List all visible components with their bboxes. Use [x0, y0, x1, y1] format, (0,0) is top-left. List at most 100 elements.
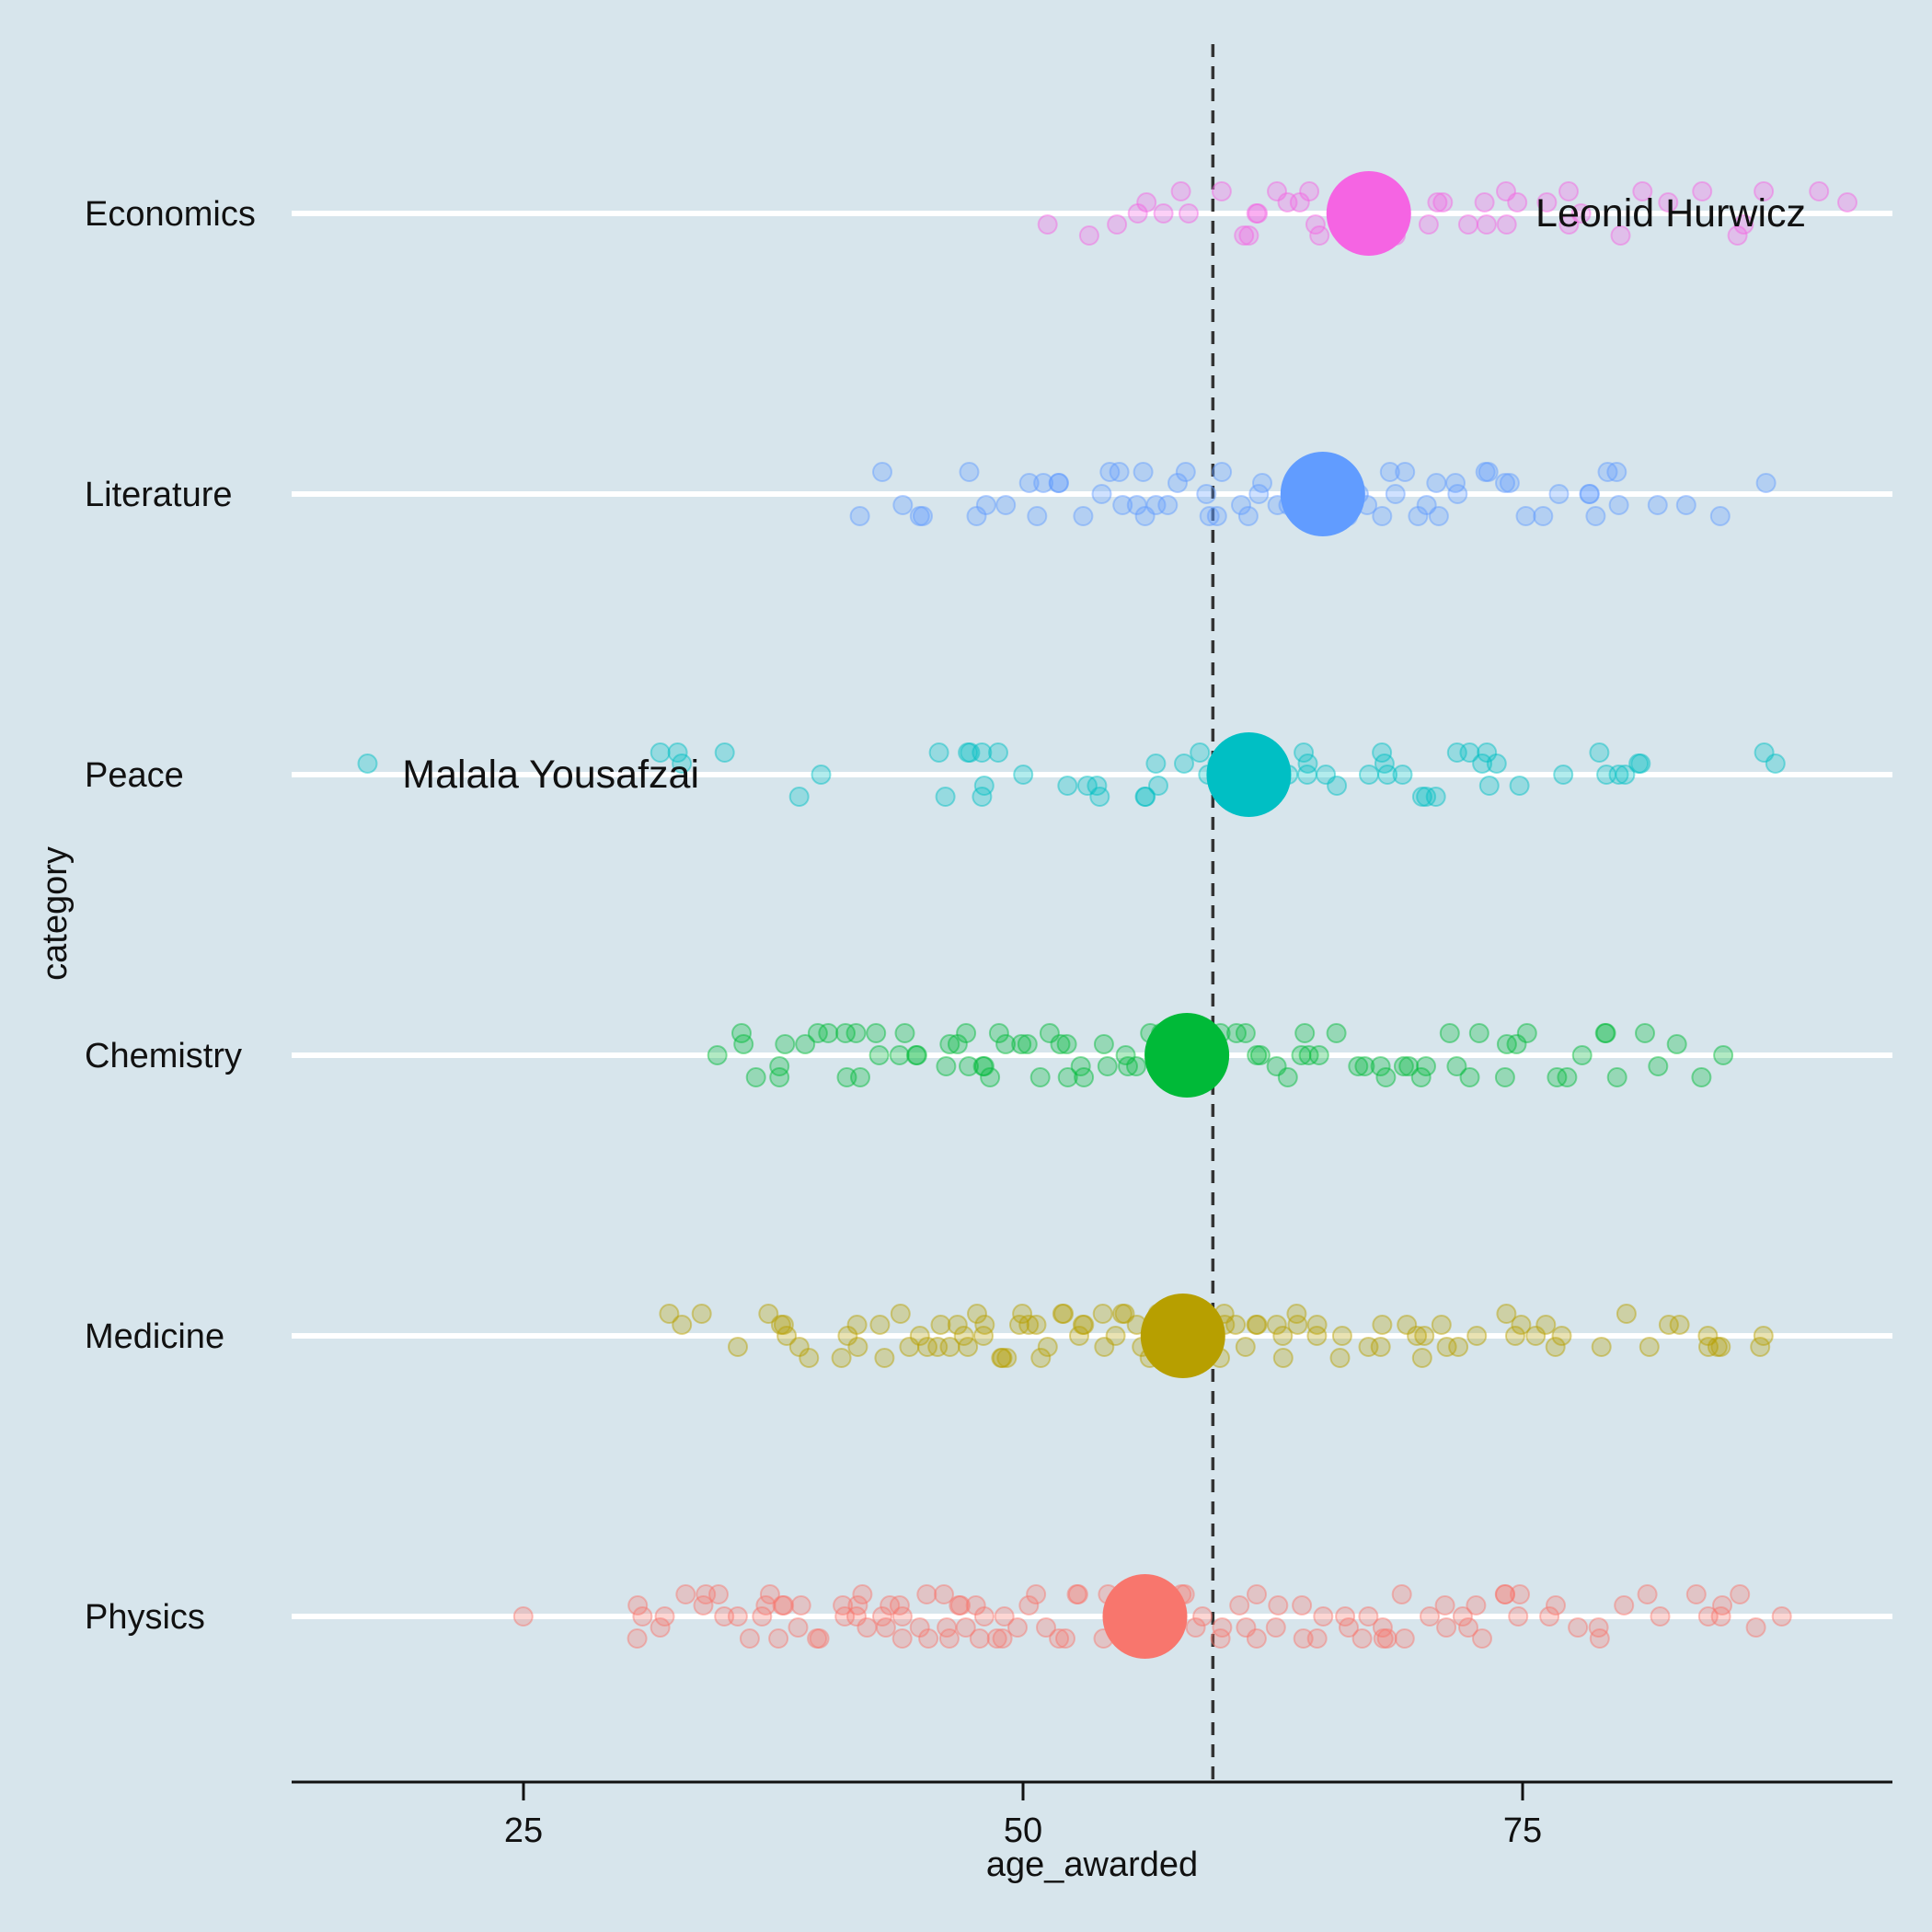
- point-economics: [1309, 225, 1330, 246]
- point-chemistry: [775, 1034, 796, 1054]
- category-label-literature: Literature: [85, 476, 233, 514]
- point-literature: [849, 506, 870, 526]
- points-layer: [357, 181, 1857, 1649]
- point-medicine: [1697, 1326, 1719, 1346]
- point-literature: [1478, 462, 1499, 482]
- point-economics: [1179, 203, 1199, 224]
- point-chemistry: [1011, 1034, 1032, 1054]
- point-physics: [909, 1617, 930, 1638]
- point-medicine: [1074, 1315, 1095, 1335]
- annotation-layer: Leonid Hurwicz Malala Yousafzai: [402, 191, 1806, 797]
- point-physics: [632, 1606, 653, 1627]
- point-medicine: [1545, 1337, 1566, 1357]
- point-medicine: [1111, 1304, 1133, 1324]
- point-physics: [696, 1584, 717, 1604]
- point-physics: [1049, 1628, 1070, 1649]
- point-medicine: [1287, 1315, 1308, 1335]
- point-literature: [1073, 506, 1094, 526]
- point-literature: [1445, 473, 1466, 493]
- point-medicine: [1329, 1348, 1351, 1368]
- point-peace: [1459, 742, 1480, 763]
- point-literature: [1033, 473, 1054, 493]
- point-physics: [1546, 1595, 1566, 1616]
- point-physics: [938, 1628, 960, 1649]
- point-medicine: [837, 1326, 858, 1346]
- point-peace: [1754, 742, 1775, 763]
- point-literature: [1027, 506, 1048, 526]
- point-physics: [1372, 1617, 1393, 1638]
- point-chemistry: [1468, 1023, 1489, 1043]
- point-literature: [1196, 484, 1217, 504]
- point-physics: [1697, 1606, 1719, 1627]
- point-peace: [1013, 765, 1034, 785]
- point-medicine: [1535, 1315, 1557, 1335]
- point-chemistry: [947, 1034, 968, 1054]
- point-chemistry: [1126, 1056, 1146, 1076]
- point-literature: [1252, 473, 1272, 493]
- point-medicine: [939, 1337, 960, 1357]
- point-physics: [1495, 1584, 1516, 1604]
- point-physics: [949, 1595, 970, 1616]
- point-chemistry: [1235, 1023, 1256, 1043]
- point-chemistry: [1070, 1056, 1091, 1076]
- point-physics: [833, 1595, 854, 1616]
- point-literature: [1608, 495, 1629, 515]
- point-medicine: [917, 1337, 937, 1357]
- point-peace: [972, 742, 993, 763]
- point-literature: [909, 506, 930, 526]
- point-physics: [1351, 1628, 1373, 1649]
- point-medicine: [1225, 1315, 1247, 1335]
- point-economics: [1427, 192, 1448, 213]
- point-physics: [1265, 1617, 1286, 1638]
- point-chemistry: [868, 1045, 890, 1065]
- point-medicine: [1266, 1315, 1287, 1335]
- point-chemistry: [1266, 1056, 1287, 1076]
- point-physics: [880, 1595, 901, 1616]
- point-physics: [807, 1628, 828, 1649]
- point-chemistry: [1115, 1045, 1136, 1065]
- point-literature: [1475, 462, 1496, 482]
- point-literature: [1580, 484, 1600, 504]
- point-medicine: [831, 1348, 852, 1368]
- point-chemistry: [1029, 1067, 1051, 1087]
- point-medicine: [1018, 1315, 1040, 1335]
- point-economics: [1136, 192, 1157, 213]
- point-peace: [1589, 742, 1610, 763]
- point-literature: [1579, 484, 1600, 504]
- point-chemistry: [1494, 1067, 1515, 1087]
- point-chemistry: [1666, 1034, 1687, 1054]
- point-chemistry: [1691, 1067, 1712, 1087]
- point-physics: [755, 1595, 776, 1616]
- category-label-economics: Economics: [85, 195, 256, 234]
- point-medicine: [1052, 1304, 1073, 1324]
- point-physics: [1018, 1595, 1040, 1616]
- point-physics: [1710, 1606, 1731, 1627]
- point-physics: [1036, 1617, 1056, 1638]
- point-chemistry: [956, 1023, 977, 1043]
- point-economics: [1078, 225, 1099, 246]
- point-physics: [1229, 1595, 1250, 1616]
- mean-marker-chemistry: [1144, 1013, 1230, 1098]
- point-chemistry: [1354, 1056, 1375, 1076]
- point-physics: [708, 1584, 729, 1604]
- point-physics: [875, 1617, 896, 1638]
- point-literature: [1426, 473, 1447, 493]
- point-literature: [975, 495, 996, 515]
- point-chemistry: [818, 1023, 839, 1043]
- point-literature: [1175, 462, 1196, 482]
- point-peace: [1327, 776, 1348, 796]
- point-medicine: [1431, 1315, 1452, 1335]
- mean-marker-economics: [1326, 171, 1411, 256]
- point-physics: [1067, 1584, 1088, 1604]
- point-economics: [1432, 192, 1454, 213]
- point-chemistry: [795, 1034, 816, 1054]
- point-peace: [1765, 753, 1786, 774]
- point-medicine: [1511, 1315, 1532, 1335]
- category-label-chemistry: Chemistry: [85, 1037, 242, 1075]
- point-chemistry: [745, 1067, 766, 1087]
- point-economics: [1234, 225, 1255, 246]
- point-chemistry: [905, 1045, 926, 1065]
- point-chemistry: [936, 1056, 957, 1076]
- point-medicine: [1551, 1326, 1572, 1346]
- point-peace: [972, 787, 993, 807]
